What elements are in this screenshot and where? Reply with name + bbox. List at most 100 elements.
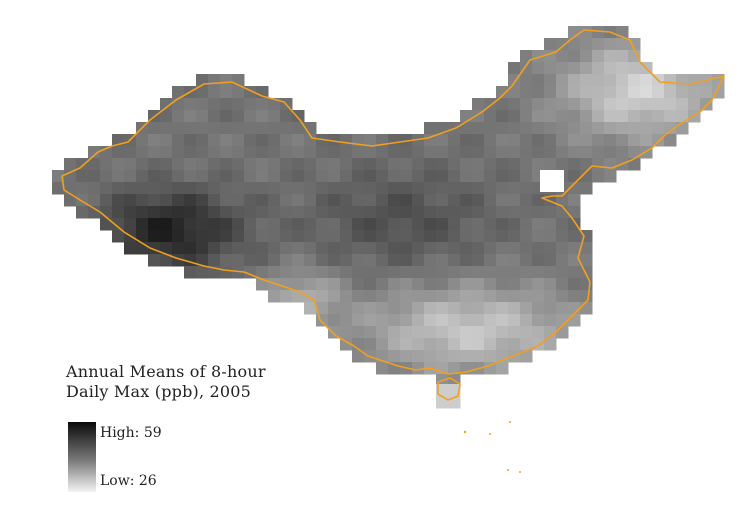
ozone-grid-cell — [520, 314, 533, 327]
ozone-grid-cell — [532, 266, 545, 279]
ozone-grid-cell — [448, 302, 461, 315]
ozone-grid-cell — [460, 338, 473, 351]
ozone-grid-cell — [376, 266, 389, 279]
ozone-grid-cell — [208, 122, 221, 135]
ozone-grid-cell — [136, 134, 149, 147]
ozone-grid-cell — [412, 182, 425, 195]
ozone-grid-cell — [496, 170, 509, 183]
ozone-grid-cell — [184, 206, 197, 219]
ozone-grid-cell — [304, 278, 317, 291]
ozone-grid-cell — [124, 146, 137, 159]
ozone-grid-cell — [172, 242, 185, 255]
ozone-grid-cell — [220, 242, 233, 255]
ozone-grid-cell — [316, 158, 329, 171]
ozone-grid-cell — [244, 170, 257, 183]
ozone-grid-cell — [196, 134, 209, 147]
ozone-grid-cell — [556, 266, 569, 279]
ozone-grid-cell — [400, 146, 413, 159]
ozone-grid-cell — [196, 170, 209, 183]
ozone-grid-cell — [160, 206, 173, 219]
ozone-grid-cell — [580, 242, 593, 255]
ozone-grid-cell — [160, 170, 173, 183]
ozone-grid-cell — [508, 170, 521, 183]
south-sea-islands — [463, 421, 521, 473]
ozone-grid-cell — [556, 86, 569, 99]
ozone-grid-cell — [328, 314, 341, 327]
ozone-grid-cell — [544, 230, 557, 243]
ozone-grid-cell — [436, 158, 449, 171]
ozone-grid-cell — [544, 158, 557, 171]
ozone-grid-cell — [364, 266, 377, 279]
ozone-grid-cell — [328, 254, 341, 267]
ozone-grid-cell — [340, 254, 353, 267]
ozone-grid-cell — [292, 122, 305, 135]
ozone-grid-cell — [376, 314, 389, 327]
ozone-grid-cell — [316, 218, 329, 231]
ozone-grid-cell — [520, 170, 533, 183]
ozone-grid-cell — [172, 134, 185, 147]
ozone-grid-cell — [160, 134, 173, 147]
ozone-grid-cell — [544, 338, 557, 351]
ozone-grid-cell — [364, 242, 377, 255]
ozone-grid-cell — [496, 122, 509, 135]
ozone-grid-cell — [568, 194, 581, 207]
ozone-grid-cell — [532, 230, 545, 243]
ozone-grid-cell — [496, 314, 509, 327]
ozone-grid-cell — [496, 146, 509, 159]
ozone-grid-cell — [520, 302, 533, 315]
ozone-grid-cell — [136, 158, 149, 171]
ozone-grid-cell — [520, 86, 533, 99]
ozone-grid-cell — [460, 326, 473, 339]
ozone-grid-cell — [604, 86, 617, 99]
ozone-grid-cell — [544, 146, 557, 159]
ozone-grid-cell — [316, 242, 329, 255]
ozone-grid-cell — [76, 158, 89, 171]
ozone-grid-cell — [484, 170, 497, 183]
ozone-grid-cell — [412, 158, 425, 171]
ozone-grid-cell — [520, 218, 533, 231]
ozone-grid-cell — [280, 278, 293, 291]
ozone-grid-cell — [580, 74, 593, 87]
ozone-grid-cell — [292, 158, 305, 171]
ozone-grid-cell — [244, 182, 257, 195]
ozone-grid-cell — [160, 98, 173, 111]
legend-title: Annual Means of 8-hour Daily Max (ppb), … — [66, 362, 266, 402]
ozone-grid-cell — [388, 266, 401, 279]
ozone-grid-cell — [436, 326, 449, 339]
ozone-grid-cell — [484, 134, 497, 147]
ozone-grid-cell — [628, 110, 641, 123]
ozone-grid-cell — [328, 266, 341, 279]
ozone-grid-cell — [232, 182, 245, 195]
ozone-grid-cell — [376, 338, 389, 351]
ozone-grid-cell — [136, 146, 149, 159]
ozone-grid-cell — [400, 326, 413, 339]
ozone-grid-cell — [64, 182, 77, 195]
ozone-grid-cell — [100, 158, 113, 171]
ozone-grid-cell — [304, 266, 317, 279]
ozone-grid-cell — [568, 146, 581, 159]
ozone-grid-cell — [484, 350, 497, 363]
ozone-grid-cell — [352, 266, 365, 279]
ozone-grid-cell — [616, 74, 629, 87]
ozone-grid-cell — [484, 326, 497, 339]
ozone-grid-cell — [436, 302, 449, 315]
ozone-grid-cell — [508, 242, 521, 255]
ozone-grid-cell — [328, 158, 341, 171]
ozone-grid-cell — [532, 242, 545, 255]
ozone-grid-cell — [556, 98, 569, 111]
ozone-grid-cell — [424, 206, 437, 219]
ozone-grid-cell — [424, 314, 437, 327]
ozone-grid-cell — [256, 158, 269, 171]
ozone-grid-cell — [400, 254, 413, 267]
ozone-grid-cell — [184, 170, 197, 183]
ozone-grid-cell — [400, 350, 413, 363]
ozone-grid-cell — [556, 110, 569, 123]
ozone-grid-cell — [508, 158, 521, 171]
ozone-grid-cell — [388, 338, 401, 351]
ozone-grid-cell — [160, 194, 173, 207]
ozone-grid-cell — [304, 206, 317, 219]
ozone-grid-cell — [268, 182, 281, 195]
ozone-grid-cell — [112, 218, 125, 231]
ozone-grid-cell — [328, 194, 341, 207]
ozone-grid-cell — [388, 230, 401, 243]
